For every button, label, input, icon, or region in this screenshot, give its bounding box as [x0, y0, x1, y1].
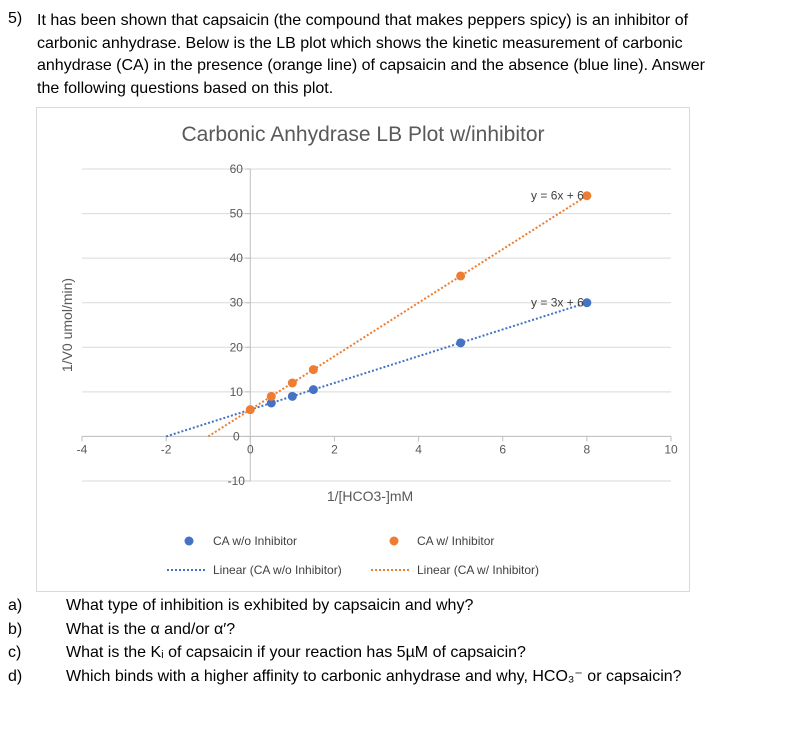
- y-tick-label: 40: [230, 251, 244, 265]
- question-line: It has been shown that capsaicin (the co…: [37, 12, 689, 29]
- legend-label: CA w/ Inhibitor: [417, 534, 494, 548]
- trendline-with-inhibitor: [207, 194, 588, 438]
- x-axis-label: 1/[HCO3-]mM: [327, 488, 413, 504]
- legend-label: Linear (CA w/ Inhibitor): [417, 563, 539, 577]
- question-number: 5): [8, 10, 23, 27]
- trendline-equation: y = 3x + 6: [531, 296, 584, 310]
- x-tick-label: 6: [499, 442, 506, 456]
- point-with-inhibitor: [582, 191, 592, 201]
- sub-question-letter: a): [8, 597, 23, 614]
- point-with-inhibitor: [308, 365, 318, 375]
- chart-title: Carbonic Anhydrase LB Plot w/inhibitor: [181, 123, 544, 146]
- legend-label: Linear (CA w/o Inhibitor): [213, 563, 342, 577]
- x-tick-label: 10: [664, 442, 678, 456]
- point-without-inhibitor: [308, 385, 318, 395]
- trendline-equation: y = 6x + 6: [531, 189, 584, 203]
- point-without-inhibitor: [266, 398, 276, 408]
- x-tick-label: -2: [161, 442, 172, 456]
- x-tick-label: -4: [77, 442, 88, 456]
- y-tick-label: -10: [228, 474, 246, 488]
- point-without-inhibitor: [456, 338, 466, 348]
- y-tick-label: 50: [230, 207, 244, 221]
- sub-question-letter: c): [8, 644, 22, 661]
- x-tick-label: 8: [584, 442, 591, 456]
- sub-question-letter: b): [8, 620, 23, 638]
- y-tick-label: 30: [230, 296, 244, 310]
- point-without-inhibitor: [287, 391, 297, 401]
- y-tick-label: 10: [230, 385, 244, 399]
- y-tick-label: 0: [233, 429, 240, 443]
- lb-plot-chart: Carbonic Anhydrase LB Plot w/inhibitor -1…: [59, 123, 678, 577]
- sub-question-text: Which binds with a higher affinity to ca…: [66, 667, 682, 685]
- question-text: It has been shown that capsaicin (the co…: [37, 10, 792, 100]
- sub-question-text: What type of inhibition is exhibited by …: [66, 597, 474, 614]
- point-with-inhibitor: [266, 391, 276, 401]
- legend-marker: [389, 536, 399, 546]
- x-tick-label: 0: [247, 442, 254, 456]
- point-without-inhibitor: [582, 298, 592, 308]
- y-tick-label: 20: [230, 340, 244, 354]
- point-with-inhibitor: [245, 405, 255, 415]
- legend-marker: [184, 536, 194, 546]
- point-with-inhibitor: [456, 271, 466, 281]
- question-line: anhydrase (CA) in the presence (orange l…: [37, 57, 705, 74]
- sub-question-text: What is the α and/or α′?: [66, 620, 236, 638]
- y-axis-label: 1/V0 umol/min): [59, 278, 75, 372]
- y-tick-label: 60: [230, 162, 244, 176]
- point-with-inhibitor: [287, 378, 297, 388]
- sub-question-letter: d): [8, 667, 23, 685]
- question-line: carbonic anhydrase. Below is the LB plot…: [37, 34, 683, 52]
- x-tick-label: 4: [415, 442, 422, 456]
- legend-label: CA w/o Inhibitor: [213, 534, 297, 548]
- trendline-without-inhibitor: [165, 301, 588, 438]
- sub-question-text: What is the Kᵢ of capsaicin if your reac…: [66, 644, 526, 661]
- question-line: the following questions based on this pl…: [37, 79, 334, 97]
- chart-frame: Carbonic Anhydrase LB Plot w/inhibitor -1…: [36, 107, 690, 592]
- x-tick-label: 2: [331, 442, 338, 456]
